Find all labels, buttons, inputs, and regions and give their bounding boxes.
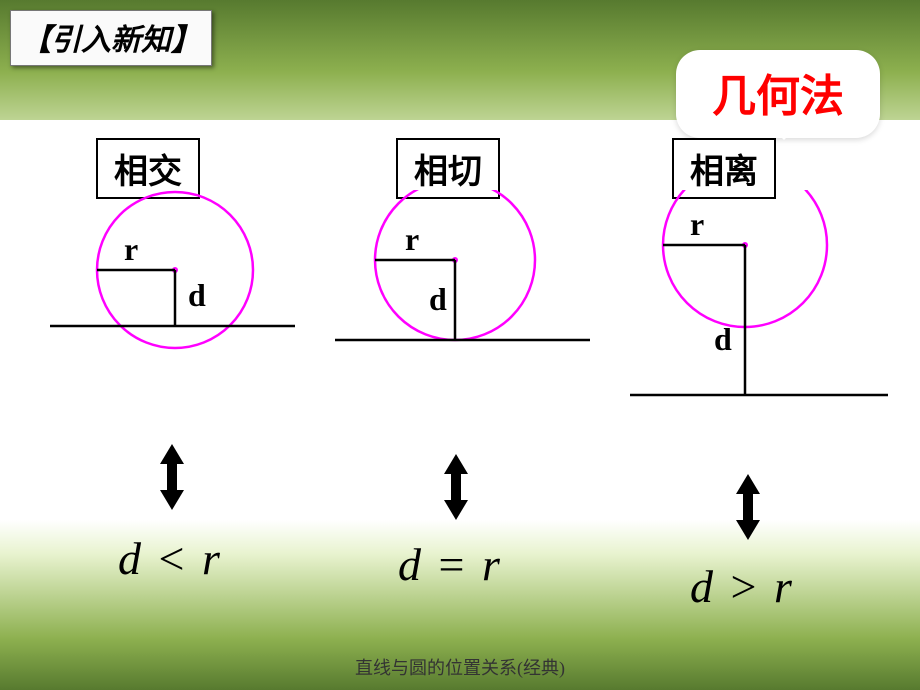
diagram-separate-svg: rd <box>600 190 900 490</box>
formula-lhs: d <box>118 533 141 584</box>
diagram-separate: rd <box>600 190 900 490</box>
formula-separate: d > r <box>690 560 792 613</box>
formula-op: < <box>153 533 191 584</box>
formula-lhs: d <box>690 561 713 612</box>
diagram-tangent-svg: rd <box>315 190 615 490</box>
updown-arrow-icon <box>160 444 184 510</box>
formula-op: > <box>725 561 763 612</box>
updown-arrow-icon <box>444 454 468 520</box>
svg-text:d: d <box>188 277 206 313</box>
formula-tangent: d = r <box>398 538 500 591</box>
diagram-tangent: rd <box>315 190 615 490</box>
formula-lhs: d <box>398 539 421 590</box>
formula-intersect: d < r <box>118 532 220 585</box>
method-callout: 几何法 <box>676 50 880 138</box>
formula-rhs: r <box>482 539 500 590</box>
updown-arrow-icon <box>736 474 760 540</box>
svg-text:d: d <box>429 281 447 317</box>
formula-rhs: r <box>774 561 792 612</box>
svg-text:d: d <box>714 321 732 357</box>
svg-text:r: r <box>405 221 419 257</box>
diagram-row: rd rd rd <box>0 190 920 450</box>
formula-op: = <box>433 539 471 590</box>
footer-caption: 直线与圆的位置关系(经典) <box>0 654 920 680</box>
formula-rhs: r <box>202 533 220 584</box>
header-chip: 【引入新知】 <box>10 10 212 66</box>
svg-text:r: r <box>690 206 704 242</box>
svg-text:r: r <box>124 231 138 267</box>
